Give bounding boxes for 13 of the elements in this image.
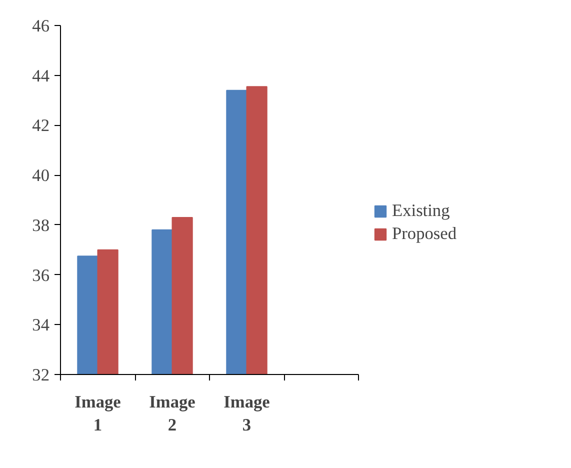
legend-label: Proposed <box>392 224 456 244</box>
y-tick-label: 34 <box>32 316 50 335</box>
legend-label: Existing <box>392 201 450 221</box>
x-tick-label: Image 3 <box>224 392 270 434</box>
x-tick-label: Image 1 <box>74 392 122 434</box>
y-tick-label: 36 <box>32 266 50 285</box>
y-tick-label: 42 <box>32 116 50 136</box>
y-tick-label: 32 <box>32 366 50 384</box>
y-tick-label: 38 <box>32 216 50 235</box>
y-tick-label: 40 <box>32 166 50 186</box>
y-tick-label: 46 <box>32 16 50 36</box>
x-tick-label: Image 2 <box>149 392 196 434</box>
y-tick-label: 44 <box>32 66 50 86</box>
